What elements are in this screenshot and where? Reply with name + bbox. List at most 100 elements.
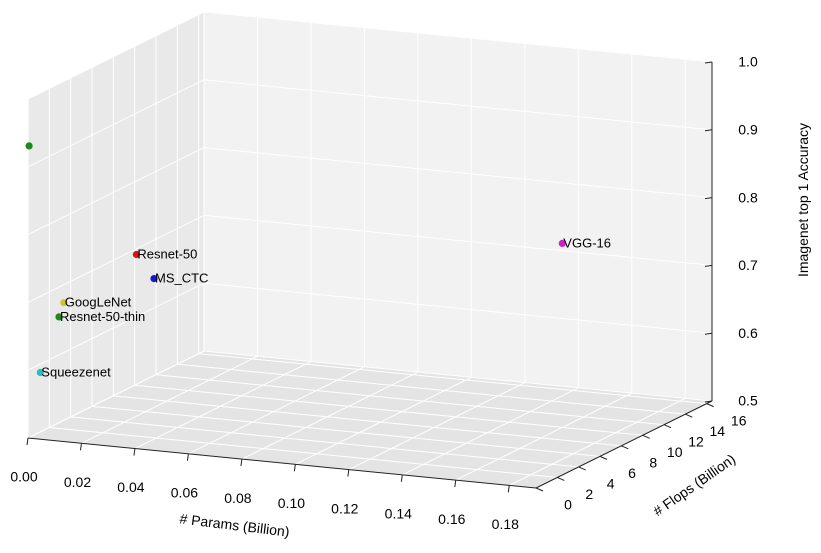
y-tick-label: 8 <box>649 455 657 471</box>
x-tick <box>347 469 350 477</box>
grid-line-left-z <box>27 11 205 100</box>
x-tick <box>400 474 403 482</box>
x-tick <box>79 443 82 451</box>
x-tick <box>507 485 510 493</box>
grid-line-floor-x <box>455 392 633 481</box>
z-tick-label: 0.7 <box>738 257 758 273</box>
grid-line-floor-y <box>70 416 579 468</box>
x-tick <box>186 453 189 461</box>
y-tick-label: 14 <box>710 423 726 439</box>
grid-line-floor-y <box>113 395 622 447</box>
x-tick <box>293 464 296 472</box>
grid-line-floor-x <box>188 366 365 455</box>
data-point-label: Resnet-50 <box>137 247 197 262</box>
grid-line-floor-x <box>295 376 472 465</box>
z-tick <box>704 264 713 267</box>
y-tick <box>621 445 629 450</box>
grid-line-back-z <box>203 350 713 402</box>
z-tick-label: 0.9 <box>738 122 758 138</box>
y-tick <box>535 487 544 492</box>
tick-labels: 0.00 0.02 0.04 0.06 0.08 0.10 0.12 0.14 0.16 0.18… <box>10 54 758 532</box>
z-tick <box>704 197 713 200</box>
y-tick-label: 4 <box>607 476 615 492</box>
grid-line-floor-x <box>509 397 686 486</box>
grid-line-floor-x <box>402 387 579 476</box>
grid-line-floor-x <box>348 382 526 471</box>
tick-marks <box>26 61 714 493</box>
y-tick <box>599 455 608 460</box>
y-tick-label: 0 <box>564 497 572 513</box>
grid-line-back-z <box>203 79 713 131</box>
data-point <box>55 313 63 321</box>
grid-line-floor-y <box>155 374 665 426</box>
z-tick <box>704 61 713 64</box>
data-points <box>25 142 566 377</box>
x-tick <box>133 448 136 456</box>
z-tick-label: 1.0 <box>738 54 758 70</box>
data-point <box>150 275 158 283</box>
x-tick <box>26 437 29 446</box>
data-point <box>558 239 566 247</box>
data-point-label: VGG-16 <box>563 235 611 250</box>
x-axis-label: # Params (Billion) <box>179 510 291 539</box>
y-axis-line <box>535 400 713 489</box>
z-tick-label: 0.5 <box>738 393 758 409</box>
x-tick-label: 0.06 <box>171 485 198 501</box>
y-axis-label: # Flops (Billion) <box>650 451 738 519</box>
grid-line-left-z <box>27 79 205 168</box>
grid-line-left-z <box>27 147 205 236</box>
grid-line-back-z <box>203 282 713 334</box>
data-point <box>36 368 44 377</box>
grid-line-left-z <box>27 350 205 439</box>
y-tick <box>706 403 714 408</box>
z-tick <box>704 332 713 335</box>
data-point-label: Squeezenet <box>41 365 111 380</box>
data-point-label: Resnet-50-thin <box>60 309 145 324</box>
y-tick-label: 12 <box>688 433 704 449</box>
grid-line-back-z <box>203 214 713 266</box>
y-tick-label: 6 <box>628 465 636 481</box>
data-point <box>60 299 68 307</box>
grid-line-floor-y <box>49 426 558 478</box>
y-tick-label: 16 <box>731 412 747 428</box>
grid-line-floor-x <box>81 355 258 444</box>
grid-line-back-z <box>203 11 713 63</box>
x-tick-label: 0.18 <box>492 516 519 532</box>
data-point-label: GoogLeNet <box>65 295 132 310</box>
x-tick <box>454 480 457 488</box>
z-tick-label: 0.8 <box>738 189 758 205</box>
y-tick-label: 10 <box>667 444 683 460</box>
axes <box>27 62 713 489</box>
x-axis-line <box>27 437 537 489</box>
y-tick-label: 2 <box>585 486 593 502</box>
data-point <box>25 142 33 150</box>
grid-line-floor-y <box>177 363 686 415</box>
y-tick <box>578 466 586 471</box>
y-tick <box>642 434 650 439</box>
x-tick-label: 0.12 <box>331 500 358 516</box>
axis-panes <box>26 11 714 489</box>
x-tick-label: 0.16 <box>438 511 465 527</box>
z-axis-label: Imagenet top 1 Accuracy <box>795 123 811 277</box>
data-point-label: MS_CTC <box>155 271 208 286</box>
grid-line-floor-x <box>241 371 419 460</box>
x-tick-label: 0.02 <box>64 474 91 490</box>
x-tick <box>240 458 243 467</box>
grid-line-left-z <box>27 282 205 371</box>
grid-line-floor-y <box>134 384 643 436</box>
y-tick <box>685 413 693 418</box>
data-point <box>132 250 140 259</box>
x-tick-label: 0.00 <box>10 469 37 485</box>
x-tick-label: 0.10 <box>278 495 305 511</box>
grid-line-back-z <box>203 147 713 199</box>
y-tick <box>663 424 672 429</box>
grid-line-floor-x <box>134 361 312 449</box>
x-tick-label: 0.04 <box>117 479 144 495</box>
back-pane <box>203 11 713 402</box>
y-tick <box>557 476 565 481</box>
grid-line-floor-y <box>91 405 601 457</box>
x-tick-label: 0.14 <box>385 506 412 522</box>
z-tick-label: 0.6 <box>738 325 758 341</box>
